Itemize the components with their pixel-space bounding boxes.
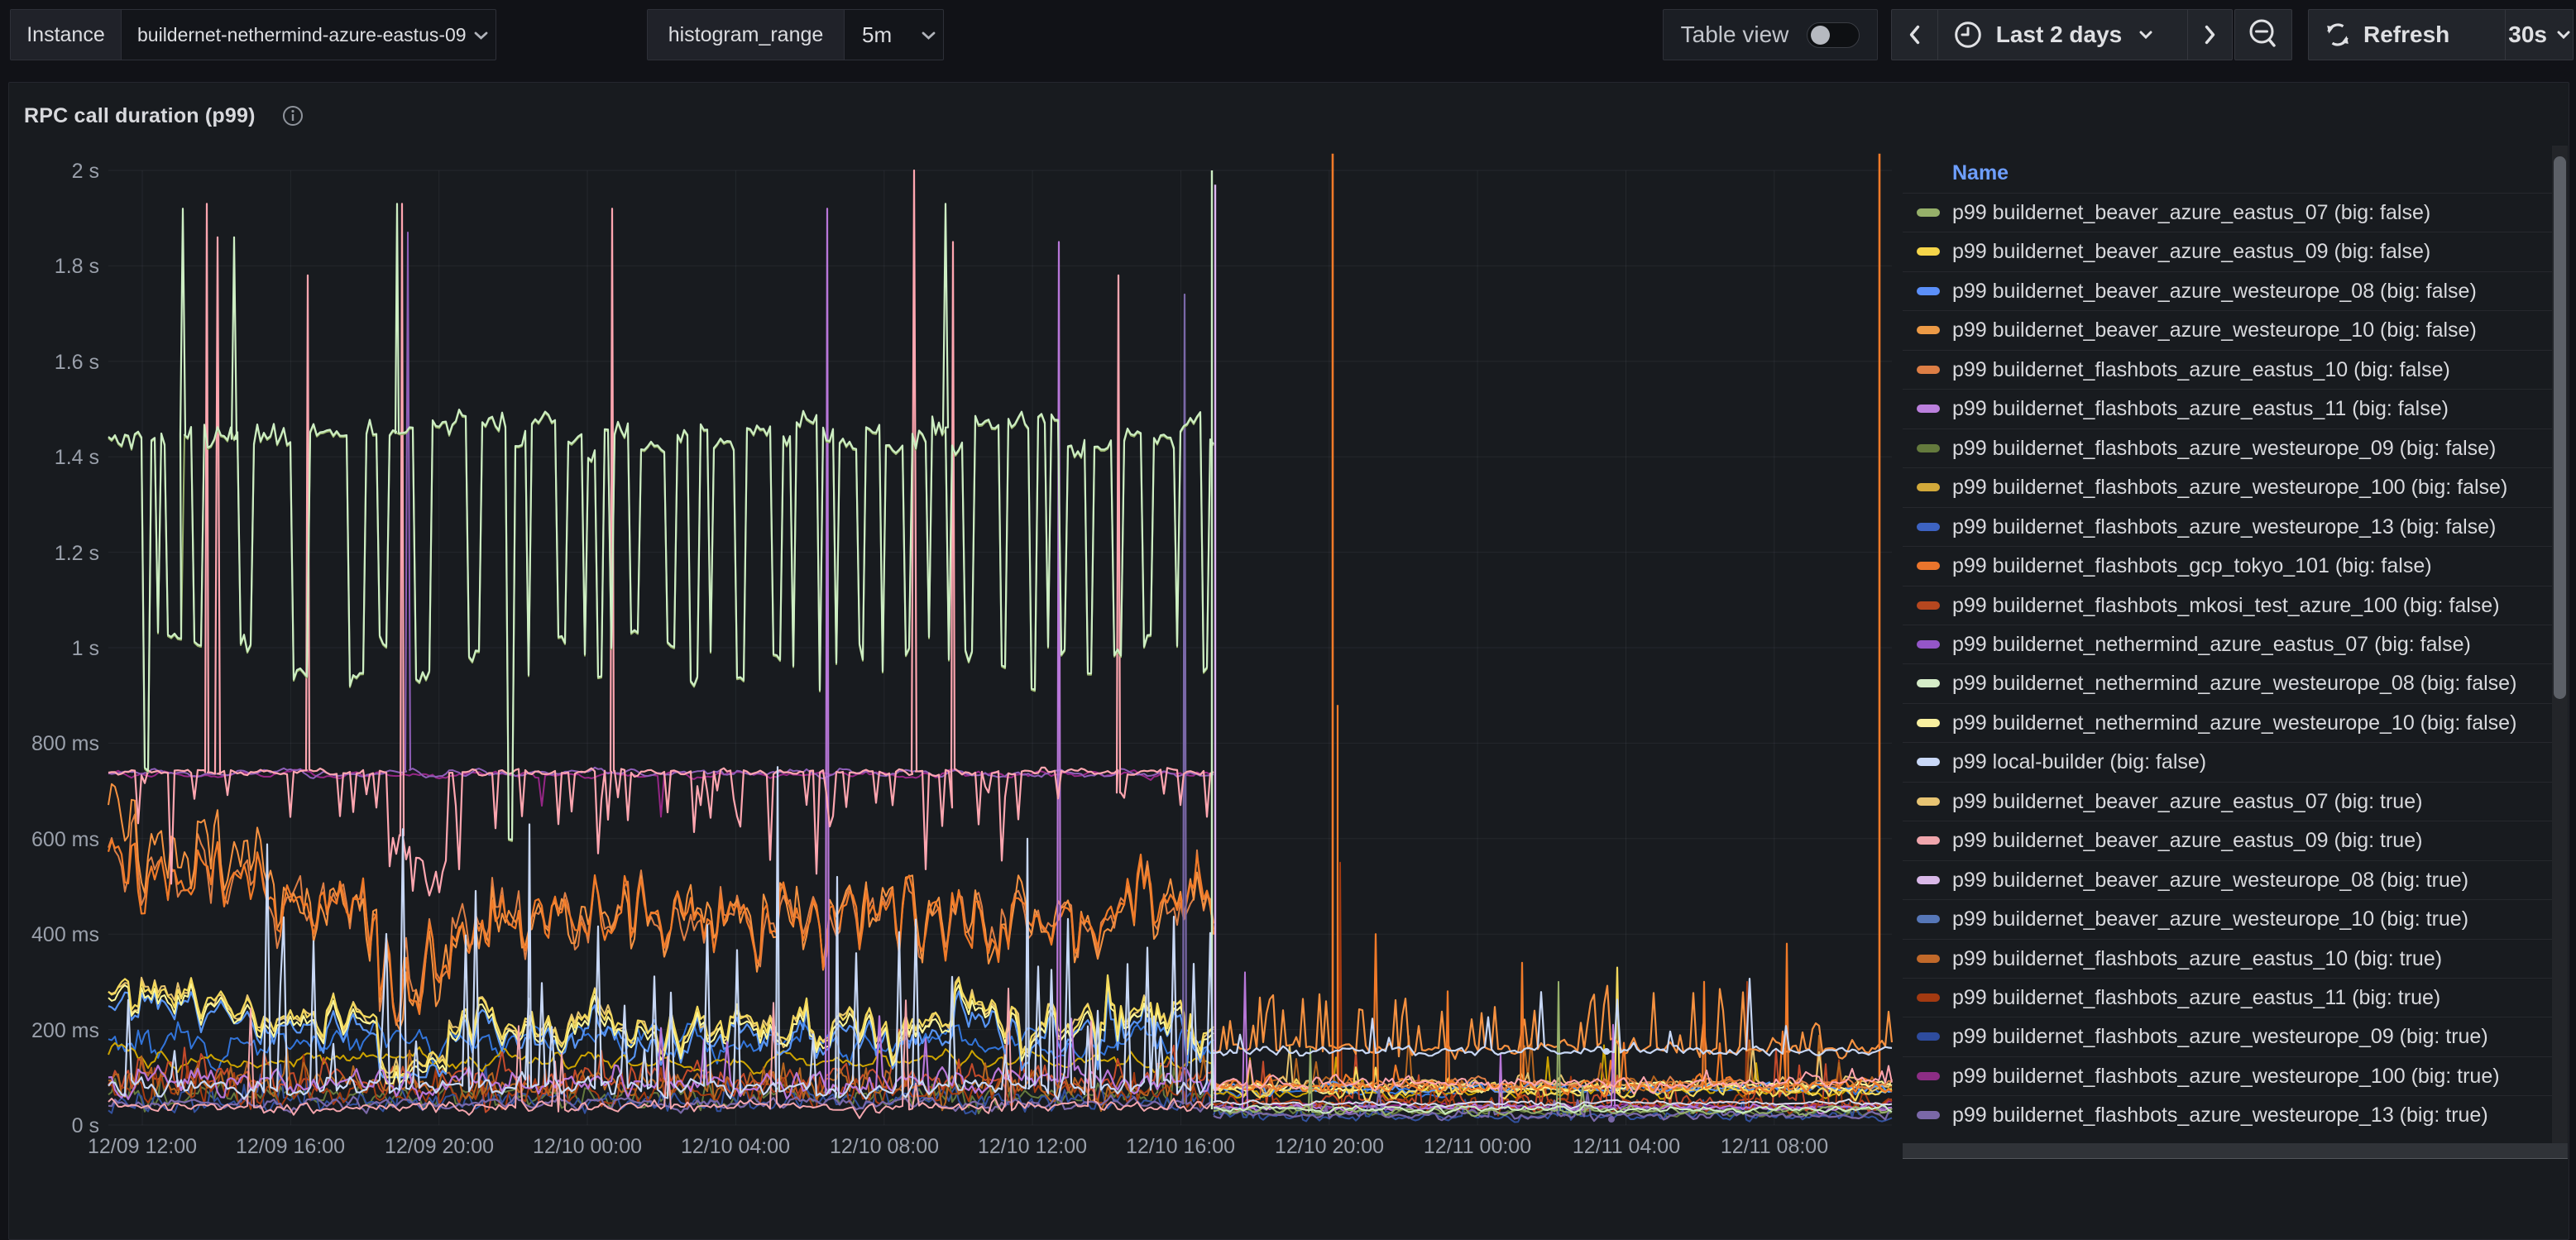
- svg-text:12/10 16:00: 12/10 16:00: [1126, 1135, 1235, 1158]
- svg-text:600 ms: 600 ms: [31, 828, 99, 851]
- svg-text:1.6 s: 1.6 s: [55, 351, 99, 374]
- svg-text:12/10 00:00: 12/10 00:00: [533, 1135, 642, 1158]
- svg-text:800 ms: 800 ms: [31, 732, 99, 755]
- svg-text:12/11 04:00: 12/11 04:00: [1573, 1135, 1680, 1158]
- svg-text:12/10 08:00: 12/10 08:00: [830, 1135, 939, 1158]
- svg-text:12/09 20:00: 12/09 20:00: [385, 1135, 494, 1158]
- svg-text:1.8 s: 1.8 s: [55, 255, 99, 278]
- svg-text:12/10 04:00: 12/10 04:00: [681, 1135, 790, 1158]
- svg-text:12/11 08:00: 12/11 08:00: [1721, 1135, 1828, 1158]
- svg-text:12/11 00:00: 12/11 00:00: [1424, 1135, 1531, 1158]
- svg-text:200 ms: 200 ms: [31, 1019, 99, 1042]
- svg-text:12/10 12:00: 12/10 12:00: [978, 1135, 1087, 1158]
- svg-text:2 s: 2 s: [72, 160, 99, 183]
- svg-text:12/09 16:00: 12/09 16:00: [236, 1135, 345, 1158]
- svg-text:1 s: 1 s: [72, 637, 99, 660]
- svg-text:400 ms: 400 ms: [31, 923, 99, 946]
- svg-text:1.2 s: 1.2 s: [55, 542, 99, 565]
- svg-text:0 s: 0 s: [72, 1114, 99, 1137]
- svg-text:1.4 s: 1.4 s: [55, 446, 99, 469]
- svg-text:12/09 12:00: 12/09 12:00: [88, 1135, 197, 1158]
- svg-text:12/10 20:00: 12/10 20:00: [1275, 1135, 1384, 1158]
